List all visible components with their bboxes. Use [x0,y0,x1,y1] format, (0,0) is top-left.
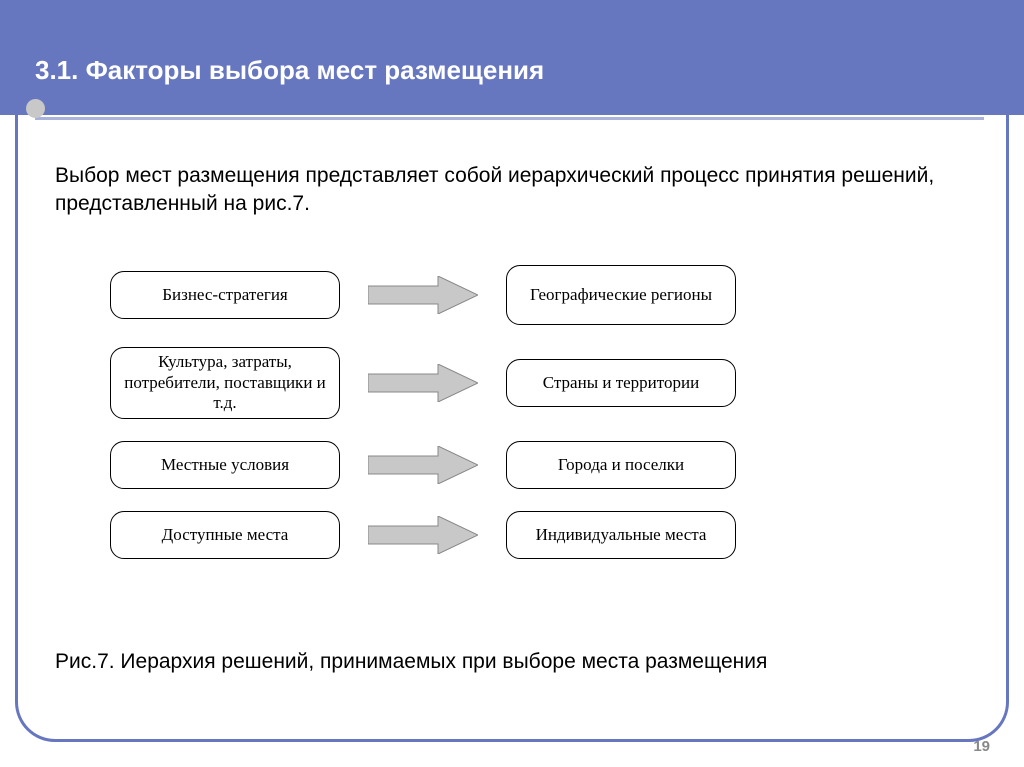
arrow-icon [358,446,488,484]
diagram-row: Бизнес-стратегия Географические регионы [110,265,910,325]
arrow-icon [358,516,488,554]
bullet-dot-icon [26,99,45,118]
diagram-box-left: Доступные места [110,511,340,559]
diagram-row: Культура, затраты, потребители, поставщи… [110,347,910,419]
diagram-row: Доступные места Индивидуальные места [110,511,910,559]
page-number: 19 [973,738,990,755]
hierarchy-diagram: Бизнес-стратегия Географические регионы … [110,265,910,581]
diagram-box-left: Культура, затраты, потребители, поставщи… [110,347,340,419]
arrow-icon [358,364,488,402]
figure-caption: Рис.7. Иерархия решений, принимаемых при… [55,650,964,674]
diagram-box-left: Бизнес-стратегия [110,271,340,319]
accent-divider [35,107,984,110]
diagram-row: Местные условия Города и поселки [110,441,910,489]
diagram-box-right: Географические регионы [506,265,736,325]
arrow-icon [358,276,488,314]
diagram-box-left: Местные условия [110,441,340,489]
diagram-box-right: Индивидуальные места [506,511,736,559]
intro-text: Выбор мест размещения представляет собой… [55,162,964,219]
diagram-box-right: Страны и территории [506,359,736,407]
slide-title: 3.1. Факторы выбора мест размещения [35,55,1024,86]
diagram-box-right: Города и поселки [506,441,736,489]
